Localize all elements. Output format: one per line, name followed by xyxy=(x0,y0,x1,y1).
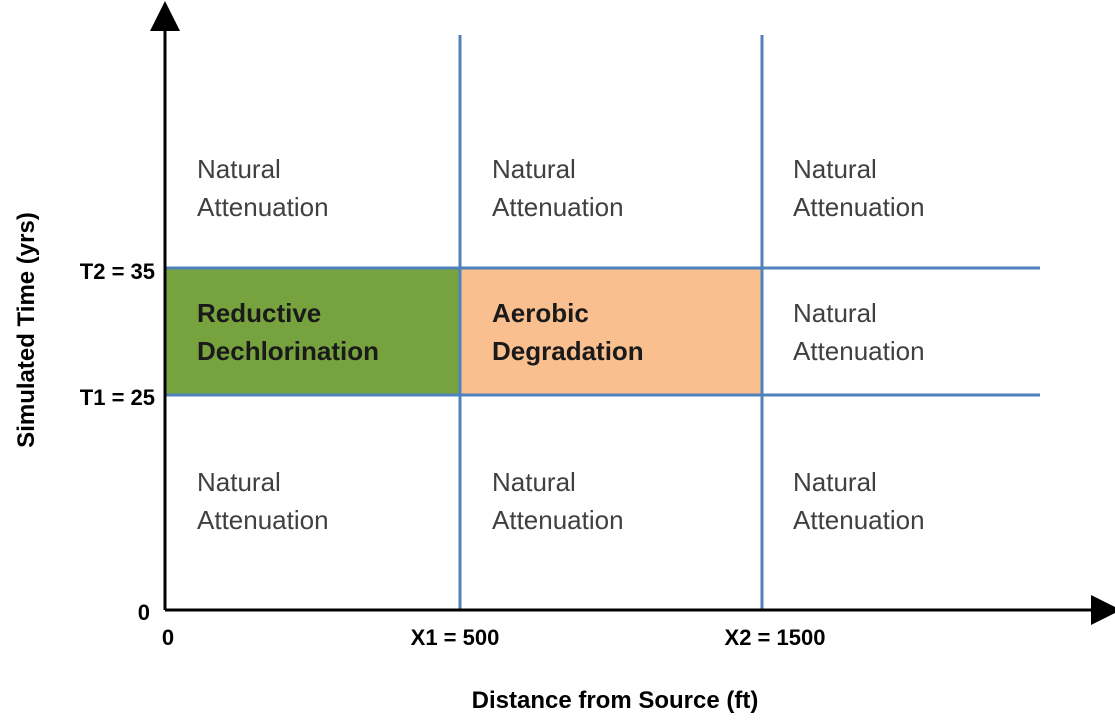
cell-label: Natural xyxy=(793,154,877,184)
cell-label: Natural xyxy=(492,154,576,184)
x-tick: X1 = 500 xyxy=(411,625,500,650)
cell-label: Attenuation xyxy=(492,505,624,535)
cell-label: Natural xyxy=(793,298,877,328)
cell-label: Aerobic xyxy=(492,298,589,328)
cell-label: Natural xyxy=(492,467,576,497)
x-tick: 0 xyxy=(162,625,174,650)
cell-label: Attenuation xyxy=(492,192,624,222)
cell-label: Attenuation xyxy=(197,192,329,222)
cell-label: Degradation xyxy=(492,336,644,366)
y-tick: T1 = 25 xyxy=(80,385,155,410)
cell-label: Attenuation xyxy=(197,505,329,535)
cell-label: Attenuation xyxy=(793,192,925,222)
cell-label: Natural xyxy=(197,154,281,184)
cell-label: Natural xyxy=(793,467,877,497)
reductive-zone xyxy=(165,268,460,395)
x-tick: X2 = 1500 xyxy=(725,625,826,650)
aerobic-zone xyxy=(460,268,762,395)
cell-label: Attenuation xyxy=(793,505,925,535)
cell-label: Attenuation xyxy=(793,336,925,366)
cells: Natural Attenuation Natural Attenuation Natu… xyxy=(197,154,925,535)
y-tick: T2 = 35 xyxy=(80,259,155,284)
x-axis-label: Distance from Source (ft) xyxy=(472,687,759,714)
cell-label: Reductive xyxy=(197,298,321,328)
y-tick: 0 xyxy=(138,600,150,625)
cell-label: Natural xyxy=(197,467,281,497)
cell-label: Dechlorination xyxy=(197,336,379,366)
y-axis-label: Simulated Time (yrs) xyxy=(13,212,40,448)
